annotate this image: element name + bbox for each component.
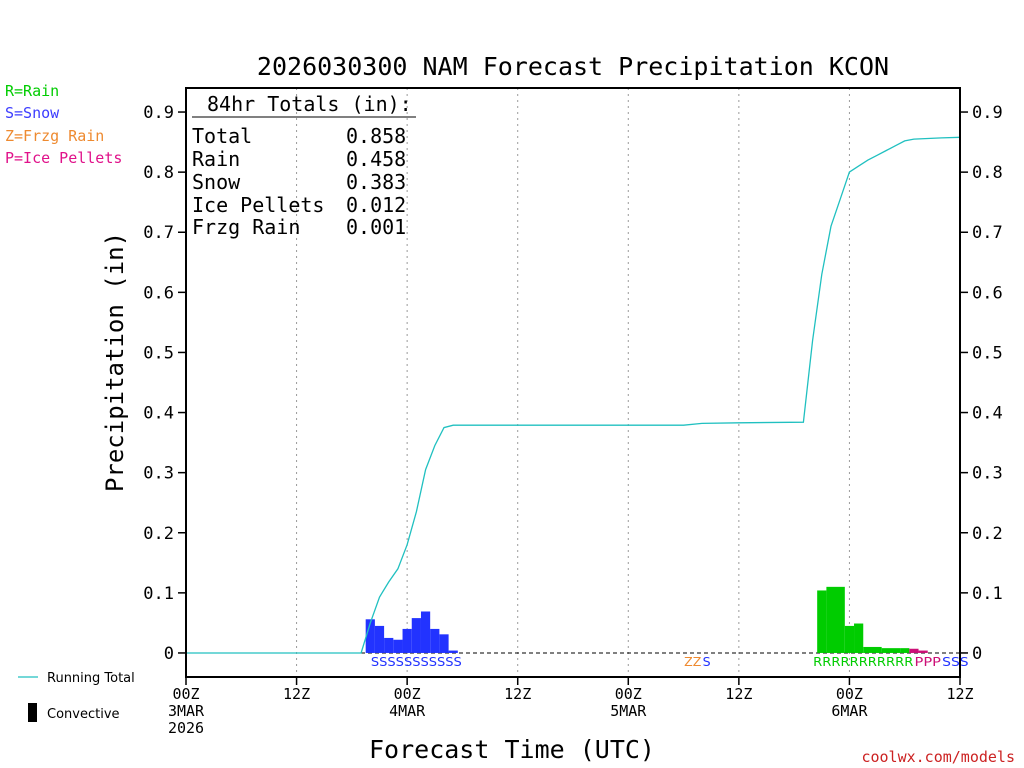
precip-bar [374,625,385,653]
chart-title: 2026030300 NAM Forecast Precipitation KC… [257,52,889,81]
precip-bar [826,586,845,653]
legend-snow: S=Snow [5,104,60,122]
y-tick-label-right: 0.3 [972,464,1003,484]
totals-value-rain: 0.458 [346,147,406,171]
precip-bar [900,648,910,653]
x-tick-label: 5MAR [610,702,647,720]
precip-bar [365,619,375,653]
running-total-legend-label: Running Total [47,671,135,686]
precip-type-marker: S [703,655,711,669]
totals-header: 84hr Totals (in): [207,92,412,116]
precip-bar [909,648,919,653]
y-tick-label-left: 0.3 [143,464,174,484]
precip-bars [365,586,928,653]
legend-rain: R=Rain [5,82,59,100]
precip-bar [863,646,882,653]
y-tick-label-left: 0.4 [143,404,174,424]
credit-text: coolwx.com/models [861,748,1015,766]
y-tick-label-left: 0.7 [143,223,174,243]
x-tick-label: 00Z [836,685,863,703]
precip-bar [402,628,412,653]
x-tick-label: 6MAR [831,702,868,720]
legend-ice-pellets: P=Ice Pellets [5,149,122,167]
precip-bar [881,648,901,653]
x-tick-label: 12Z [725,685,752,703]
totals-value-ice-pellets: 0.012 [346,193,406,217]
x-tick-label: 12Z [946,685,973,703]
precip-bar [439,634,449,653]
x-tick-label: 2026 [168,719,204,737]
legend-freezing-rain: Z=Frzg Rain [5,127,104,145]
precip-bar [411,618,421,653]
y-tick-label-right: 0.4 [972,404,1003,424]
totals-label-total: Total [192,124,252,148]
y-tick-label-left: 0.6 [143,283,174,303]
precip-type-marker: PPP [915,655,941,669]
precip-bar [393,639,403,653]
precip-type-marker: SSSSSSSSSSS [371,655,462,669]
totals-value-total: 0.858 [346,124,406,148]
precip-type-marker: ZZ [684,655,701,669]
precip-type-marker: RRRRRRRRRRR [813,655,913,669]
x-tick-label: 3MAR [168,702,205,720]
convective-legend-label: Convective [47,707,120,722]
precip-type-marker: SSS [942,655,968,669]
running-total-line [186,136,961,654]
totals-label-frzg-rain: Frzg Rain [192,215,300,239]
precip-bar [384,637,394,653]
x-axis-label: Forecast Time (UTC) [369,735,655,764]
precip-bar [918,650,928,653]
x-tick-label: 12Z [283,685,310,703]
x-tick-label: 12Z [504,685,531,703]
precip-bar [854,623,864,653]
y-tick-label-right: 0.1 [972,584,1003,604]
y-tick-label-right: 0 [972,644,982,664]
plot-frame [185,87,961,678]
y-tick-label-right: 0.5 [972,343,1003,363]
y-tick-label-left: 0.1 [143,584,174,604]
running-total-layer [186,136,961,654]
y-tick-label-right: 0.6 [972,283,1003,303]
y-tick-label-left: 0.5 [143,343,174,363]
totals-label-rain: Rain [192,147,240,171]
totals-value-snow: 0.383 [346,170,406,194]
y-tick-label-left: 0.9 [143,103,174,123]
convective-legend-swatch [28,703,37,722]
y-axis-ticks: 0 0 0.1 0.1 0.2 0.2 0.3 0.3 0.4 0.4 0.5 0.5 0.6 0.6 0.… [143,103,1002,664]
totals-label-snow: Snow [192,170,241,194]
y-tick-label-left: 0.2 [143,524,174,544]
y-tick-label-right: 0.8 [972,163,1003,183]
precip-bar [448,650,458,653]
y-tick-label-right: 0.9 [972,103,1003,123]
precip-bar [430,628,440,653]
totals-value-frzg-rain: 0.001 [346,215,406,239]
x-tick-label: 00Z [394,685,421,703]
precip-bar [844,625,855,653]
totals-label-ice-pellets: Ice Pellets [192,193,324,217]
x-tick-label: 00Z [172,685,199,703]
y-tick-label-right: 0.2 [972,524,1003,544]
precip-bar [817,590,827,653]
y-tick-label-left: 0 [164,644,174,664]
precip-bar [420,611,431,653]
y-tick-label-right: 0.7 [972,223,1003,243]
precip-type-markers: SSSSSSSSSSS ZZ S RRRRRRRRRRR PPP SSS [371,655,969,669]
y-tick-label-left: 0.8 [143,163,174,183]
y-axis-label: Precipitation (in) [101,232,129,492]
x-tick-label: 4MAR [389,702,426,720]
x-tick-label: 00Z [615,685,642,703]
totals-box: 84hr Totals (in): Total 0.858 Rain 0.458… [192,92,416,239]
